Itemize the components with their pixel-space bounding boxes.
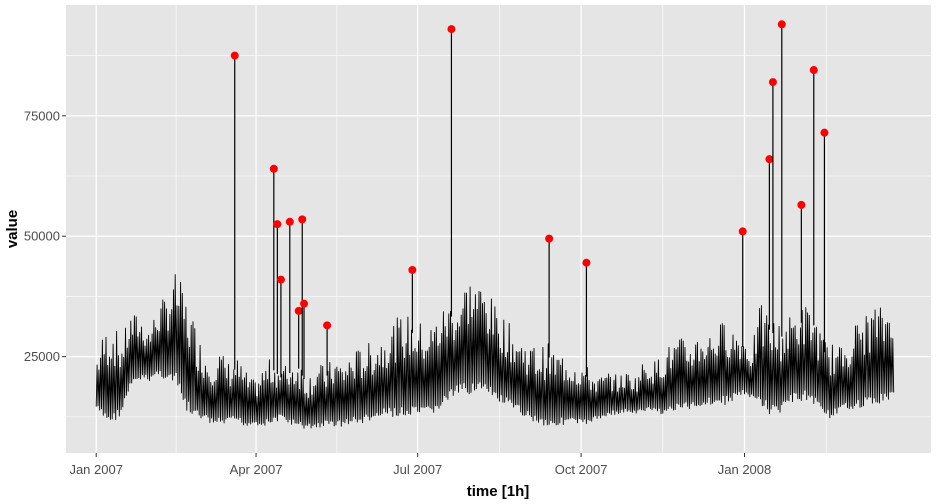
spike-point	[765, 155, 774, 164]
spike-point	[300, 299, 309, 308]
spike-point	[777, 20, 786, 29]
spike-point	[797, 200, 806, 209]
spike-point	[294, 306, 303, 315]
spike-point	[820, 128, 829, 137]
x-tick-label: Jan 2007	[69, 462, 123, 477]
x-axis-title: time [1h]	[467, 483, 530, 500]
spike-point	[285, 217, 294, 226]
y-tick-label: 50000	[24, 229, 60, 244]
spike-point	[768, 78, 777, 87]
spike-point	[230, 51, 239, 60]
x-axis: Jan 2007 Apr 2007 Jul 2007 Oct 2007 Jan 2008	[69, 453, 771, 477]
spike-point	[408, 265, 417, 274]
spike-point	[738, 227, 747, 236]
series-line	[95, 274, 895, 429]
y-tick-label: 25000	[24, 349, 60, 364]
y-axis-title: value	[4, 210, 21, 248]
x-tick-label: Jul 2007	[393, 462, 442, 477]
spike-point	[447, 25, 456, 34]
y-tick-label: 75000	[24, 108, 60, 123]
spike-point	[269, 164, 278, 173]
spike-point	[276, 275, 285, 284]
x-tick-label: Apr 2007	[230, 462, 283, 477]
x-tick-label: Jan 2008	[718, 462, 772, 477]
spike-point	[273, 220, 282, 229]
spike-point	[809, 66, 818, 75]
spike-point	[582, 258, 591, 267]
series-path	[95, 274, 895, 429]
spike-point	[545, 234, 554, 243]
spike-point	[323, 321, 332, 330]
spike-series	[230, 20, 829, 380]
spike-point	[298, 215, 307, 224]
x-tick-label: Oct 2007	[555, 462, 608, 477]
y-axis: 25000 50000 75000	[24, 108, 66, 364]
